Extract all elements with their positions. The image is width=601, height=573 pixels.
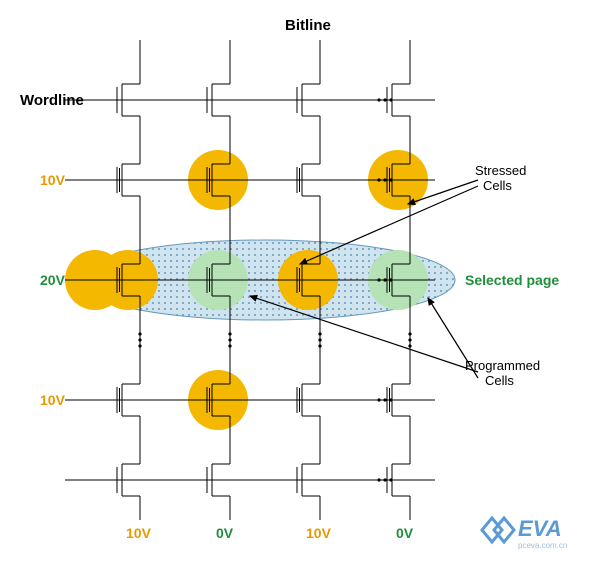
stressed-cells-label: Cells (483, 178, 512, 193)
ellipsis-dot (377, 178, 380, 181)
bitline-label: Bitline (285, 17, 331, 34)
ellipsis-dot (389, 278, 392, 281)
watermark-subtext: pceva.com.cn (518, 541, 567, 550)
ellipsis-dot (383, 398, 386, 401)
row-voltage-20v: 20V (40, 272, 66, 288)
watermark-text: EVA (518, 516, 562, 541)
ellipsis-dot (228, 344, 231, 347)
col-voltage: 10V (306, 525, 332, 541)
ellipsis-dot (408, 338, 411, 341)
selected-page-label: Selected page (465, 272, 559, 288)
ellipsis-dot (389, 478, 392, 481)
col-voltage: 0V (396, 525, 414, 541)
row-voltage-10v: 10V (40, 172, 66, 188)
row-voltage-10v: 10V (40, 392, 66, 408)
stressed-cells-label: Stressed (475, 163, 526, 178)
ellipsis-dot (408, 332, 411, 335)
ellipsis-dot (318, 338, 321, 341)
ellipsis-dot (138, 332, 141, 335)
ellipsis-dot (383, 178, 386, 181)
ellipsis-dot (318, 332, 321, 335)
ellipsis-dot (377, 478, 380, 481)
ellipsis-dot (228, 332, 231, 335)
col-voltage: 10V (126, 525, 152, 541)
ellipsis-dot (389, 98, 392, 101)
ellipsis-dot (377, 278, 380, 281)
callout-arrow (428, 298, 478, 378)
flash-array-diagram: Bitline Wordline 10V 20V 10V 10V 0V 10V 0V Stress… (0, 0, 601, 573)
ellipsis-dot (383, 478, 386, 481)
ellipsis-dot (383, 98, 386, 101)
col-voltage: 0V (216, 525, 234, 541)
ellipsis-dot (318, 344, 321, 347)
ellipsis-dot (138, 344, 141, 347)
programmed-cells-label: Cells (485, 373, 514, 388)
ellipsis-dot (389, 398, 392, 401)
ellipsis-dot (377, 398, 380, 401)
programmed-cells-label: Programmed (465, 358, 540, 373)
ellipsis-dot (383, 278, 386, 281)
watermark-logo (482, 518, 514, 542)
wordline-label: Wordline (20, 92, 84, 109)
ellipsis-dot (389, 178, 392, 181)
ellipsis-dot (408, 344, 411, 347)
ellipsis-dot (228, 338, 231, 341)
ellipsis-dot (138, 338, 141, 341)
ellipsis-dot (377, 98, 380, 101)
